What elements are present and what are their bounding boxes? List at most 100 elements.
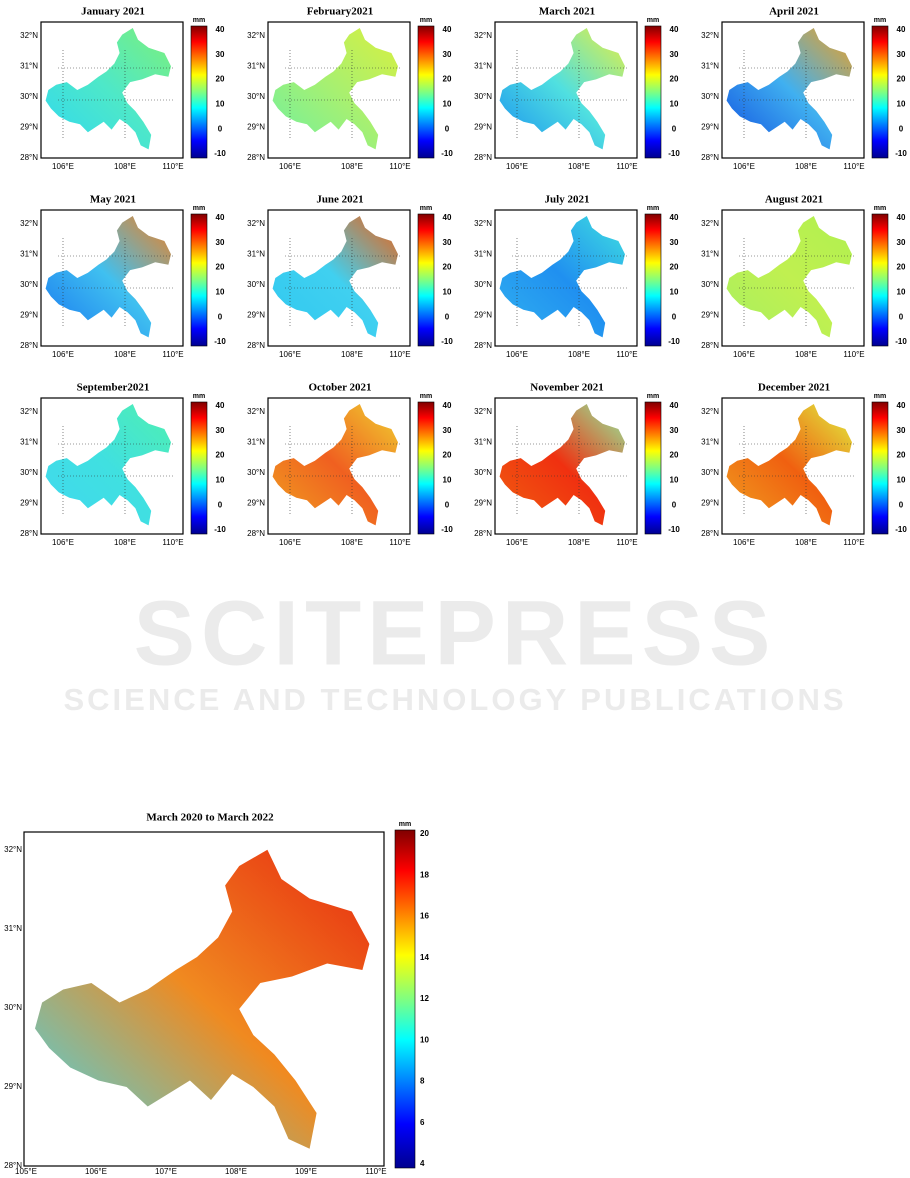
lat-label: 31°N — [20, 62, 38, 71]
colorbar-tick-label: 20 — [897, 75, 906, 84]
colorbar-tick-label: 10 — [420, 1035, 429, 1044]
panel-title: February2021 — [307, 6, 374, 18]
colorbar-tick-label: 6 — [420, 1118, 425, 1127]
lat-label: 30°N — [701, 92, 719, 101]
colorbar-unit: mm — [874, 17, 886, 24]
colorbar-tick-label: -10 — [214, 149, 226, 158]
colorbar-tick-label: 30 — [670, 238, 679, 247]
watermark-tagline: SCIENCE AND TECHNOLOGY PUBLICATIONS — [63, 682, 846, 717]
panel-title: January 2021 — [81, 6, 145, 18]
colorbar-unit: mm — [420, 393, 432, 400]
lat-label: 29°N — [247, 123, 265, 132]
colorbar-unit: mm — [420, 205, 432, 212]
colorbar-tick-label: 40 — [216, 213, 225, 222]
lat-label: 29°N — [247, 499, 265, 508]
lon-label: 106°E — [733, 350, 755, 359]
lat-label: 31°N — [20, 250, 38, 259]
colorbar-tick-label: 40 — [670, 401, 679, 410]
colorbar-tick-label: 10 — [443, 288, 452, 297]
lon-label: 110°E — [365, 1167, 386, 1176]
lon-label: 105°E — [15, 1167, 37, 1176]
lon-label: 108°E — [114, 538, 136, 547]
lon-label: 110°E — [162, 162, 183, 171]
lat-label: 28°N — [4, 1161, 22, 1170]
colorbar — [417, 401, 435, 535]
colorbar-unit: mm — [193, 17, 205, 24]
lat-label: 28°N — [474, 341, 492, 350]
lon-label: 106°E — [52, 162, 74, 171]
lon-label: 108°E — [341, 162, 363, 171]
colorbar-tick-label: 0 — [218, 124, 223, 133]
lon-label: 110°E — [389, 350, 410, 359]
colorbar-tick-label: 30 — [897, 426, 906, 435]
colorbar-tick-label: 14 — [420, 953, 429, 962]
lon-label: 106°E — [279, 162, 301, 171]
lat-label: 28°N — [701, 153, 719, 162]
panel-title: August 2021 — [765, 194, 823, 206]
colorbar-tick-label: 20 — [443, 451, 452, 460]
colorbar-tick-label: 40 — [897, 401, 906, 410]
region-map — [45, 28, 171, 150]
colorbar-tick-label: 30 — [216, 238, 225, 247]
lat-label: 30°N — [20, 468, 38, 477]
region-map — [499, 404, 625, 526]
colorbar-tick-label: -10 — [441, 337, 453, 346]
lon-label: 106°E — [506, 350, 528, 359]
colorbar — [644, 401, 662, 535]
colorbar — [190, 25, 208, 159]
colorbar-tick-label: -10 — [668, 525, 680, 534]
region-map — [45, 404, 171, 526]
colorbar-tick-label: 0 — [899, 500, 904, 509]
lon-label: 110°E — [162, 350, 183, 359]
region-map — [726, 216, 852, 338]
lon-label: 110°E — [843, 350, 864, 359]
colorbar-tick-label: 10 — [216, 476, 225, 485]
lon-label: 110°E — [843, 162, 864, 171]
colorbar-unit: mm — [647, 205, 659, 212]
panel-title: April 2021 — [769, 6, 819, 18]
colorbar-tick-label: 10 — [897, 100, 906, 109]
lat-label: 32°N — [247, 31, 265, 40]
colorbar-tick-label: 0 — [672, 124, 677, 133]
lon-label: 106°E — [52, 350, 74, 359]
colorbar-unit: mm — [647, 393, 659, 400]
region-map — [45, 216, 171, 338]
lon-label: 109°E — [295, 1167, 317, 1176]
colorbar-tick-label: 20 — [670, 75, 679, 84]
lat-label: 28°N — [474, 529, 492, 538]
lat-label: 30°N — [474, 468, 492, 477]
panel-title: September2021 — [77, 382, 150, 394]
colorbar-tick-label: 30 — [443, 426, 452, 435]
colorbar-tick-label: 8 — [420, 1077, 425, 1086]
colorbar-tick-label: 18 — [420, 870, 429, 879]
colorbar-unit: mm — [193, 393, 205, 400]
lat-label: 32°N — [474, 407, 492, 416]
colorbar-tick-label: 0 — [445, 500, 450, 509]
colorbar-tick-label: -10 — [895, 525, 907, 534]
colorbar-tick-label: 0 — [899, 312, 904, 321]
lat-label: 31°N — [474, 438, 492, 447]
lat-label: 31°N — [701, 438, 719, 447]
colorbar-tick-label: 20 — [670, 451, 679, 460]
colorbar-unit: mm — [420, 17, 432, 24]
lat-label: 32°N — [247, 219, 265, 228]
lon-label: 108°E — [795, 162, 817, 171]
lat-label: 29°N — [247, 311, 265, 320]
colorbar — [190, 213, 208, 347]
colorbar — [644, 25, 662, 159]
lat-label: 30°N — [20, 92, 38, 101]
lat-label: 29°N — [4, 1082, 22, 1091]
colorbar — [644, 213, 662, 347]
colorbar-tick-label: 0 — [445, 124, 450, 133]
lon-label: 108°E — [795, 538, 817, 547]
colorbar-tick-label: 20 — [670, 263, 679, 272]
lat-label: 32°N — [474, 219, 492, 228]
colorbar-tick-label: 20 — [897, 451, 906, 460]
lon-label: 108°E — [795, 350, 817, 359]
lat-label: 29°N — [474, 311, 492, 320]
colorbar-tick-label: 10 — [443, 100, 452, 109]
colorbar-tick-label: 0 — [218, 500, 223, 509]
lon-label: 106°E — [279, 350, 301, 359]
lat-label: 30°N — [247, 280, 265, 289]
lat-label: 30°N — [20, 280, 38, 289]
